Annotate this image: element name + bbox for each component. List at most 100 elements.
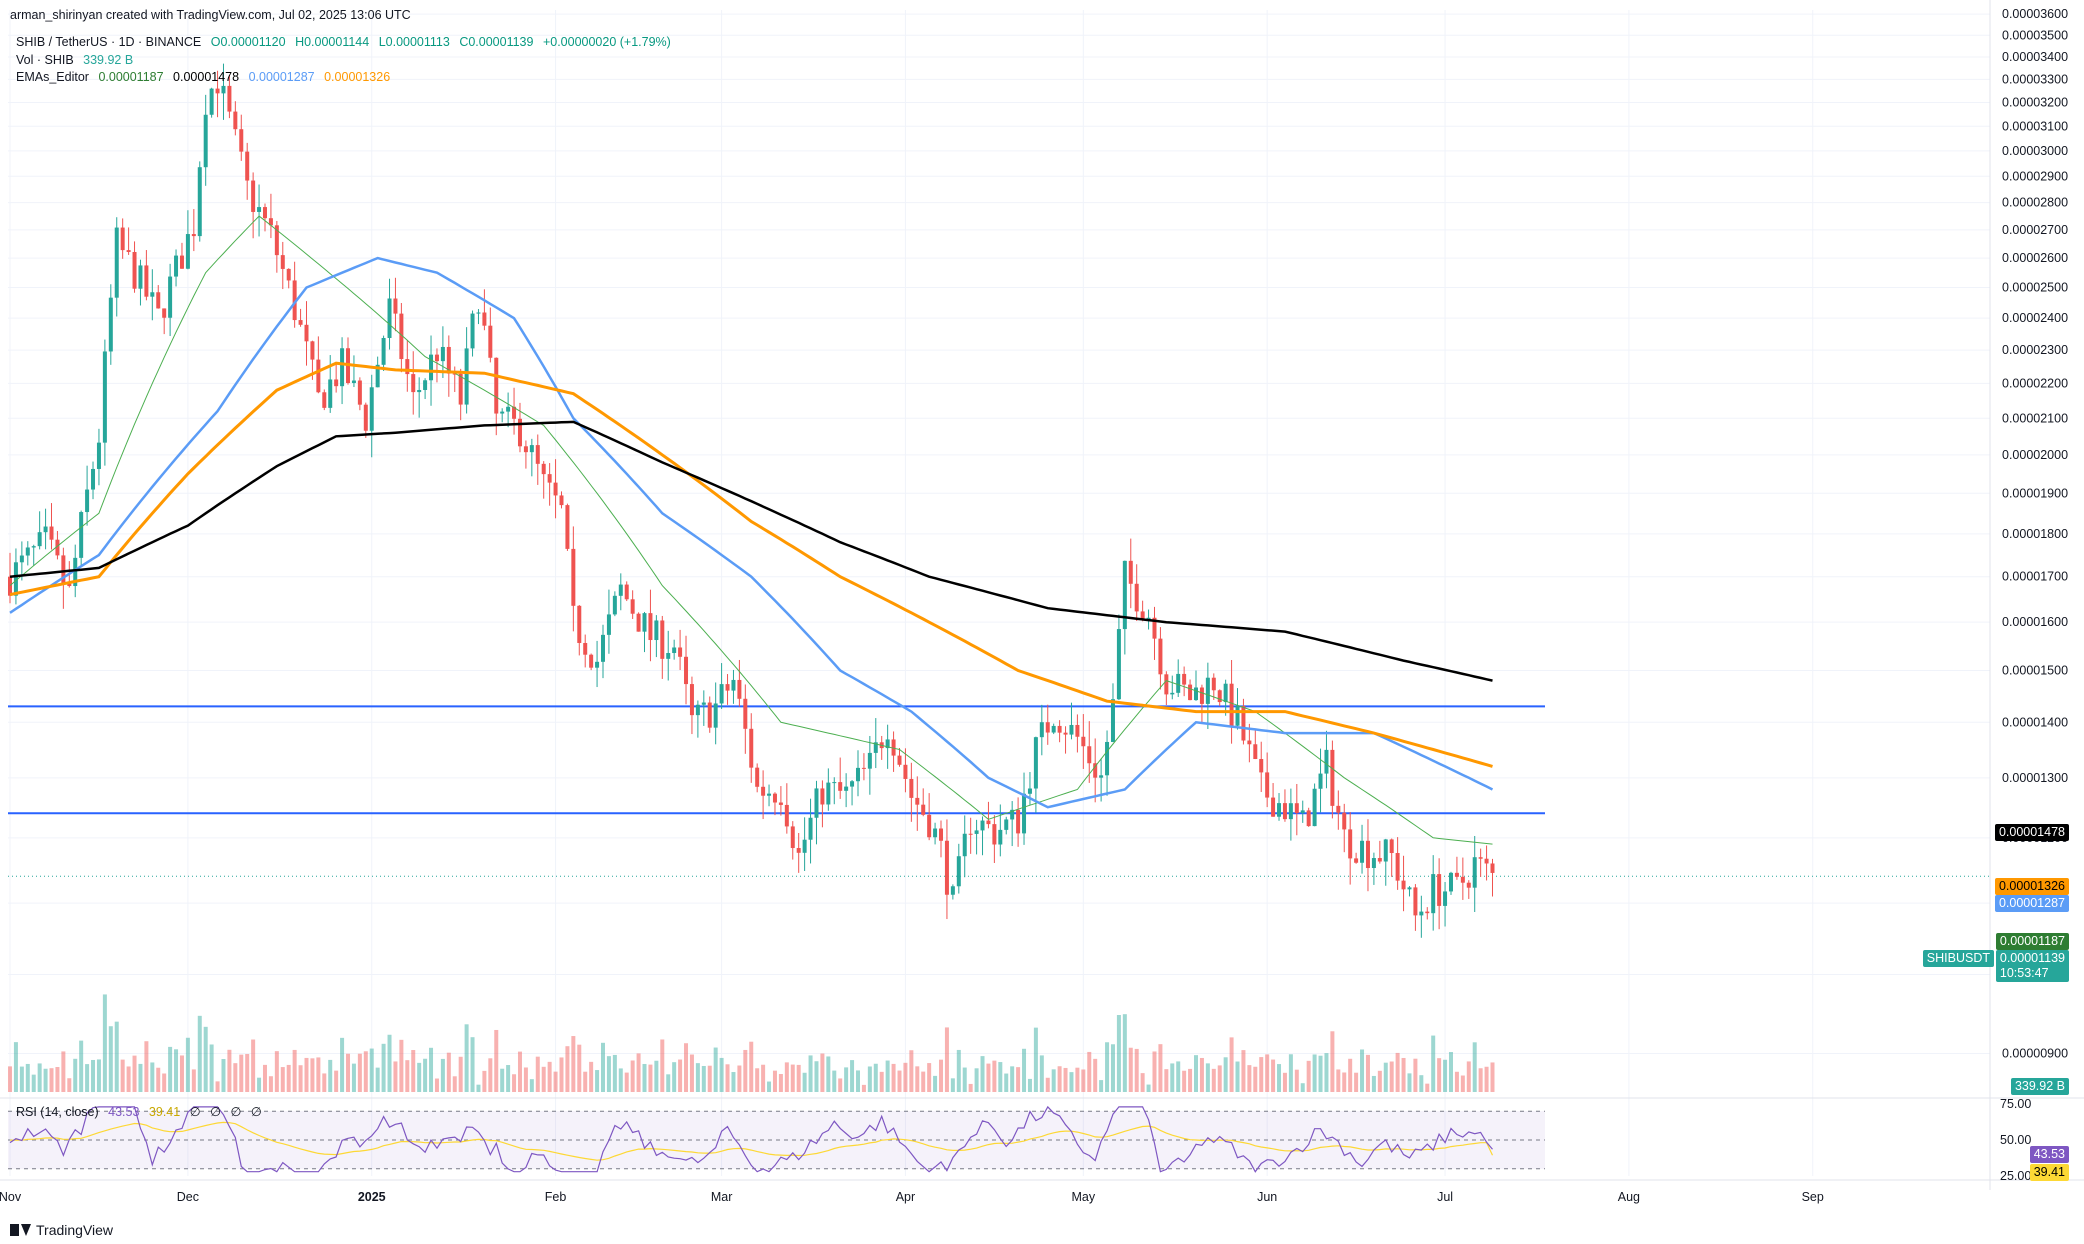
volume-bar: [796, 1064, 801, 1092]
volume-bar: [1371, 1075, 1376, 1092]
ema-line: [9, 361, 1493, 768]
candle-body: [1431, 874, 1436, 914]
candle-body: [1229, 683, 1234, 726]
volume-bar: [838, 1078, 843, 1092]
y-tick-label: 0.00001700: [2002, 570, 2068, 584]
candle-body: [1259, 759, 1264, 773]
volume-bars: [8, 994, 1495, 1092]
candle-body: [767, 793, 772, 796]
candle-body: [399, 313, 404, 360]
rsi-legend[interactable]: RSI (14, close) 43.53 39.41 ∅ ∅ ∅ ∅: [16, 1104, 268, 1119]
volume-bar: [49, 1068, 54, 1092]
candle-body: [500, 411, 505, 414]
candle-body: [340, 348, 345, 387]
symbol-legend[interactable]: SHIB / TetherUS · 1D · BINANCE O0.000011…: [16, 35, 677, 49]
volume-bar: [636, 1053, 641, 1092]
candle-body: [1199, 687, 1204, 704]
volume-bar: [251, 1039, 256, 1092]
volume-bar: [1389, 1061, 1394, 1092]
candle-body: [144, 265, 149, 297]
tradingview-logo-icon: [10, 1224, 31, 1236]
volume-bar: [832, 1070, 837, 1092]
candle-body: [541, 463, 546, 475]
candle-body: [1484, 858, 1489, 864]
volume-bar: [583, 1071, 588, 1092]
volume-bar: [280, 1067, 285, 1092]
volume-bar: [944, 1027, 949, 1092]
volume-bar: [589, 1061, 594, 1092]
candle-body: [915, 797, 920, 805]
ema-label: EMAs_Editor: [16, 70, 89, 84]
candle-body: [494, 357, 499, 414]
volume-bar: [844, 1067, 849, 1092]
candle-body: [423, 380, 428, 390]
volume-legend[interactable]: Vol · SHIB 339.92 B: [16, 53, 139, 67]
volume-bar: [150, 1062, 155, 1092]
volume-bar: [494, 1029, 499, 1092]
candle-body: [1454, 872, 1459, 877]
volume-bar: [387, 1034, 392, 1092]
candle-body: [1128, 560, 1133, 584]
tradingview-brand[interactable]: TradingView: [10, 1222, 113, 1238]
y-tick-label: 0.00002100: [2002, 411, 2068, 425]
volume-bar: [1134, 1048, 1139, 1092]
volume-bar: [1425, 1083, 1430, 1092]
volume-bar: [933, 1075, 938, 1092]
y-tick-label: 0.00003400: [2002, 50, 2068, 64]
volume-bar: [915, 1066, 920, 1092]
ema-legend[interactable]: EMAs_Editor 0.00001187 0.00001478 0.0000…: [16, 70, 396, 84]
volume-bar: [1419, 1075, 1424, 1092]
candle-body: [512, 406, 517, 419]
volume-bar: [1490, 1062, 1495, 1092]
candle-body: [802, 839, 807, 853]
candle-body: [1437, 874, 1442, 906]
candle-body: [707, 702, 712, 728]
x-tick-label: Nov: [0, 1190, 22, 1204]
rsi-label: RSI (14, close): [16, 1105, 99, 1119]
candle-body: [452, 373, 457, 375]
candle-body: [891, 739, 896, 756]
candle-body: [832, 782, 837, 784]
volume-bar: [826, 1056, 831, 1092]
candle-body: [506, 406, 511, 412]
candle-body: [814, 788, 819, 818]
volume-bar: [114, 1021, 119, 1092]
volume-bar: [529, 1079, 534, 1092]
volume-bar: [772, 1070, 777, 1092]
candle-body: [903, 764, 908, 779]
candle-body: [1282, 803, 1287, 820]
candle-body: [1342, 812, 1347, 830]
volume-bar: [1116, 1015, 1121, 1092]
volume-bar: [879, 1071, 884, 1092]
volume-bar: [346, 1053, 351, 1092]
candle-body: [61, 555, 66, 584]
volume-bar: [767, 1081, 772, 1092]
candle-body: [992, 824, 997, 845]
candle-body: [316, 359, 321, 393]
volume-bar: [1271, 1059, 1276, 1092]
volume-bar: [950, 1078, 955, 1092]
y-tick-label: 0.00002800: [2002, 196, 2068, 210]
candle-body: [897, 755, 902, 765]
volume-bar: [553, 1071, 558, 1092]
ohlc-close: C0.00001139: [459, 35, 534, 49]
candle-body: [351, 380, 356, 384]
candle-body: [357, 380, 362, 405]
candle-body: [1288, 803, 1293, 820]
volume-bar: [1075, 1067, 1080, 1092]
x-tick-label: May: [1072, 1190, 1096, 1204]
candle-body: [179, 255, 184, 269]
candle-body: [986, 820, 991, 825]
candle-body: [885, 739, 890, 749]
volume-bar: [1235, 1061, 1240, 1092]
candle-body: [262, 207, 267, 219]
candle-body: [1158, 638, 1163, 675]
candle-body: [624, 584, 629, 600]
rsi-empty-3: ∅: [230, 1105, 242, 1119]
candle-body: [185, 234, 190, 269]
candle-body: [1407, 887, 1412, 890]
y-tick-label: 0.00002400: [2002, 311, 2068, 325]
volume-bar: [476, 1084, 481, 1092]
volume-bar: [1223, 1057, 1228, 1092]
